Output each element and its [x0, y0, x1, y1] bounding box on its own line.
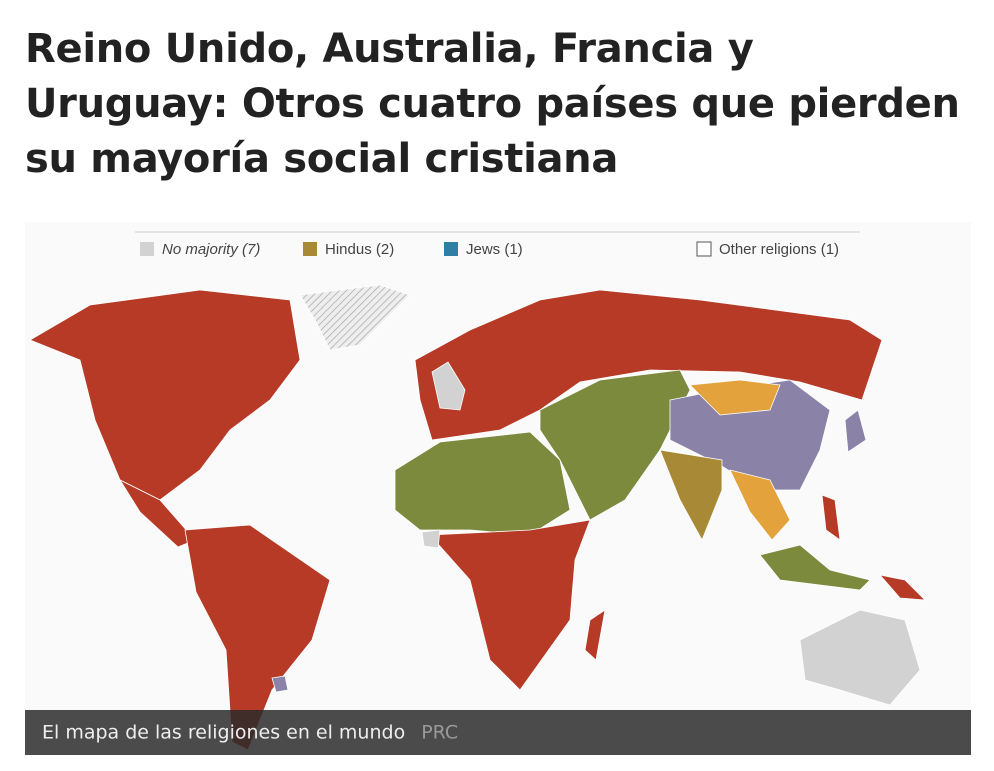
caption-credit: PRC — [421, 722, 458, 744]
india — [659, 449, 723, 541]
papua — [878, 574, 927, 601]
caption-text: El mapa de las religiones en el mundo — [42, 722, 405, 744]
central-america — [118, 479, 196, 548]
australia — [799, 609, 921, 706]
legend-label: No majority (7) — [162, 241, 260, 258]
headline-line: Reino Unido, Australia, Francia y — [25, 26, 754, 72]
uruguay — [271, 675, 289, 693]
headline-line: su mayoría social cristiana — [25, 136, 619, 182]
japan — [844, 409, 867, 453]
philippines — [821, 494, 841, 541]
legend-label: Other religions (1) — [719, 241, 839, 258]
legend-swatch — [696, 241, 712, 257]
indonesia — [759, 544, 871, 591]
world-map — [29, 284, 927, 751]
greenland — [299, 284, 411, 351]
madagascar — [584, 609, 606, 661]
uk-france — [431, 361, 466, 411]
legend-swatch — [444, 242, 458, 256]
north-america — [29, 289, 301, 501]
ivory-coast — [421, 529, 441, 549]
europe-russia — [414, 289, 883, 441]
legend-swatch — [303, 242, 317, 256]
legend-label: Hindus (2) — [325, 241, 394, 258]
southeast-asia — [729, 469, 791, 541]
legend-swatch — [140, 242, 154, 256]
headline: Reino Unido, Australia, Francia y Urugua… — [25, 22, 960, 187]
mongolia — [689, 379, 781, 416]
headline-line: Uruguay: Otros cuatro países que pierden — [25, 81, 960, 127]
legend-label: Jews (1) — [466, 241, 523, 258]
caption-bar — [25, 710, 971, 755]
north-africa — [394, 431, 571, 536]
legend: No majority (7) Hindus (2) Jews (1) Other r… — [140, 241, 839, 258]
south-africa — [429, 519, 591, 691]
